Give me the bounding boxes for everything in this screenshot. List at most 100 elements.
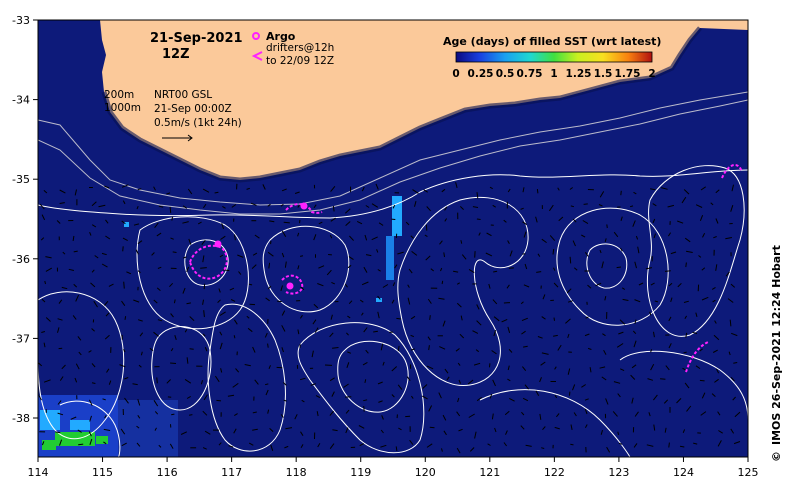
- current-vector: [446, 376, 450, 381]
- current-vector: [686, 250, 693, 253]
- current-vector: [57, 412, 64, 416]
- current-vector: [541, 238, 547, 244]
- current-vector: [377, 311, 380, 319]
- current-vector: [297, 204, 301, 208]
- current-vector: [427, 298, 432, 304]
- current-vector: [172, 251, 177, 253]
- current-vector: [712, 299, 716, 303]
- current-vector: [731, 332, 738, 337]
- current-vector: [426, 443, 433, 448]
- isobath-200-label: 200m: [104, 89, 134, 101]
- current-vector: [473, 362, 481, 366]
- current-vector: [137, 399, 141, 406]
- current-vector: [267, 343, 269, 348]
- current-vector: [329, 234, 333, 239]
- current-vector: [397, 384, 403, 390]
- current-vector: [300, 431, 304, 436]
- current-vector: [653, 233, 656, 239]
- current-vector: [476, 396, 482, 402]
- lat-tick-label: -33: [12, 14, 30, 27]
- current-vector: [665, 365, 670, 371]
- current-vector: [693, 442, 698, 445]
- current-vector: [330, 185, 336, 192]
- current-vector: [619, 247, 623, 252]
- current-vector: [77, 336, 82, 341]
- current-vector: [365, 349, 369, 354]
- current-vector: [521, 330, 526, 335]
- current-vector: [219, 331, 223, 336]
- current-vector: [267, 285, 272, 290]
- current-vector: [572, 240, 576, 247]
- current-vector: [89, 232, 92, 236]
- current-vector: [523, 345, 528, 348]
- current-vector: [157, 319, 163, 322]
- current-vector: [282, 382, 287, 386]
- current-vector: [277, 300, 282, 303]
- current-vector: [281, 347, 284, 353]
- current-vector: [701, 267, 706, 271]
- isobath-1000: [38, 99, 748, 215]
- current-vector: [280, 203, 284, 207]
- current-vector: [540, 361, 546, 366]
- current-vector: [122, 200, 126, 205]
- current-vector: [469, 447, 475, 452]
- current-vector: [648, 412, 651, 417]
- current-vector: [41, 214, 46, 221]
- current-vector: [234, 234, 236, 241]
- current-vector: [685, 262, 687, 268]
- current-vector: [268, 365, 271, 369]
- current-vector: [409, 439, 414, 445]
- current-vector: [135, 249, 139, 255]
- current-vector: [619, 368, 625, 372]
- current-vector: [170, 237, 174, 240]
- current-vector: [685, 332, 688, 338]
- current-vector: [444, 368, 449, 374]
- current-vector: [267, 251, 274, 257]
- current-vector: [468, 268, 475, 274]
- product-line1: NRT00 GSL: [154, 89, 212, 101]
- current-vector: [668, 343, 672, 349]
- current-vector: [186, 266, 190, 272]
- current-vector: [90, 282, 96, 288]
- current-vector: [485, 252, 493, 257]
- credit-text: © IMOS 26-Sep-2021 12:24 Hobart: [770, 245, 783, 462]
- current-vector: [248, 442, 254, 446]
- current-vector: [391, 299, 395, 304]
- current-vector: [410, 395, 414, 399]
- current-vector: [541, 447, 545, 449]
- current-vector: [345, 409, 350, 414]
- current-vector: [702, 232, 706, 238]
- current-vector: [391, 366, 398, 372]
- current-vector: [254, 379, 259, 385]
- current-vector: [583, 203, 588, 205]
- argo-legend-label: Argo: [266, 30, 296, 43]
- current-vector: [61, 286, 68, 290]
- current-vector: [476, 304, 480, 310]
- current-vector: [170, 348, 174, 352]
- current-vector: [133, 299, 140, 303]
- current-vector: [377, 381, 383, 385]
- current-vector: [713, 334, 720, 341]
- current-vector: [105, 219, 109, 224]
- current-vector: [584, 424, 588, 429]
- current-vector: [202, 203, 207, 209]
- current-vector: [618, 331, 624, 335]
- current-vector: [104, 300, 109, 306]
- current-vector: [429, 315, 431, 320]
- current-vector: [153, 400, 159, 407]
- lon-tick-label: 118: [286, 466, 307, 479]
- current-vector: [599, 249, 602, 254]
- current-vector: [557, 187, 560, 191]
- colorbar-tick-label: 1: [550, 68, 557, 80]
- current-vector: [396, 317, 402, 320]
- current-vector: [493, 270, 498, 273]
- lat-tick-label: -37: [12, 332, 30, 345]
- current-vector: [329, 332, 334, 338]
- current-vector: [456, 447, 461, 454]
- current-vector: [537, 336, 543, 339]
- current-vector: [701, 296, 709, 301]
- current-vector: [57, 327, 60, 333]
- current-vector: [569, 187, 573, 190]
- current-vector: [456, 282, 460, 285]
- current-vector: [616, 266, 622, 269]
